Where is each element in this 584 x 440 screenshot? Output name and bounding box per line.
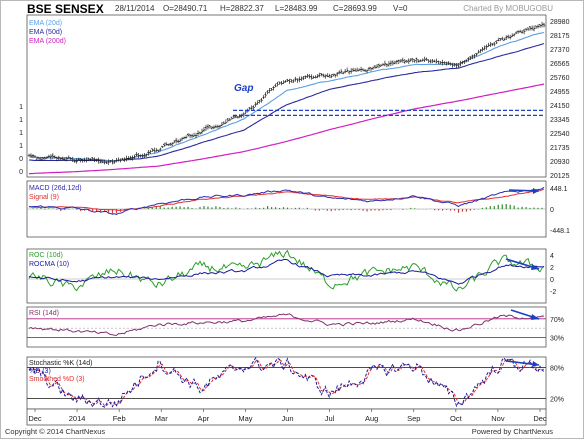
price-y-tick-label: 20930 (550, 159, 570, 166)
price-y-tick-label: 24150 (550, 103, 570, 110)
rocma-line (28, 258, 545, 285)
macd-line (28, 186, 545, 215)
stochastic-smoothed-legend: Smoothed %D (3) (29, 376, 85, 383)
gap-annotation: Gap (234, 83, 253, 94)
rsi-y-tick-label: 30% (550, 336, 564, 343)
x-axis-tick-label: Apr (197, 414, 209, 423)
chart-title: BSE SENSEX (27, 2, 104, 16)
macd-arrow-head (533, 188, 539, 194)
roc-y-tick-label: -2 (550, 289, 556, 296)
x-axis-tick-label: Jun (281, 414, 293, 423)
stochastic-arrow-head (532, 361, 539, 367)
volume-value: V=0 (393, 4, 408, 13)
stochastic-y-tick-label: 80% (550, 365, 564, 372)
x-axis-tick-label: Dec (28, 414, 42, 423)
price-left-axis-label: 0 (19, 156, 23, 163)
x-axis-tick-label: Sep (407, 414, 420, 423)
price-left-axis-label: 1 (19, 104, 23, 111)
rsi-line (28, 313, 545, 336)
rsi-arrow-head (531, 314, 539, 320)
price-y-tick-label: 21735 (550, 145, 570, 152)
price-left-axis-label: 0 (19, 169, 23, 176)
rocma-legend-item: ROCMA (10) (29, 261, 69, 268)
powered-by-text: Powered by ChartNexus (471, 427, 553, 436)
roc-y-tick-label: 2 (550, 265, 554, 272)
x-axis-tick-label: Oct (450, 414, 463, 423)
chart-date: 28/11/2014 (115, 4, 155, 13)
price-y-tick-label: 28980 (550, 19, 570, 26)
price-y-tick-label: 26565 (550, 61, 570, 68)
stochastic-k-legend: Stochastic %K (14d) (29, 360, 92, 367)
x-axis-tick-label: Mar (155, 414, 168, 423)
rsi-y-tick-label: 70% (550, 317, 564, 324)
price-legend-item: EMA (20d) (29, 20, 62, 27)
macd-y-tick-label: 0 (550, 207, 554, 214)
roc-panel (26, 248, 547, 304)
rsi-legend-item: RSI (14d) (29, 310, 59, 317)
x-axis-tick-label: Feb (113, 414, 126, 423)
price-y-tick-label: 24955 (550, 89, 570, 96)
price-left-axis-label: 1 (19, 117, 23, 124)
stochastic-y-tick-label: 20% (550, 397, 564, 404)
open-value: O=28490.71 (163, 4, 208, 13)
macd-y-tick-label: -448.1 (550, 228, 570, 235)
price-legend-item: EMA (200d) (29, 38, 66, 45)
price-y-tick-label: 28175 (550, 33, 570, 40)
roc-y-tick-label: 4 (550, 253, 554, 260)
price-left-axis-label: 1 (19, 143, 23, 150)
x-axis-tick-label: Dec (533, 414, 547, 423)
macd-y-tick-label: 448.1 (550, 186, 568, 193)
x-axis-tick-label: Jul (325, 414, 335, 423)
x-axis-tick-label: Aug (365, 414, 378, 423)
roc-line (28, 249, 545, 292)
chart-credit: Charted By MOBUGOBU (463, 4, 553, 13)
copyright-text: Copyright © 2014 ChartNexus (5, 427, 106, 436)
ema200-line (29, 83, 545, 175)
close-value: C=28693.99 (333, 4, 377, 13)
roc-legend-item: ROC (10d) (29, 252, 63, 259)
x-axis-tick-label: Nov (491, 414, 505, 423)
price-y-tick-label: 27370 (550, 47, 570, 54)
macd-legend-item: MACD (26d,12d) (29, 185, 82, 192)
x-axis-strip (26, 408, 547, 426)
price-legend-item: EMA (50d) (29, 29, 62, 36)
rsi-panel (26, 306, 547, 348)
x-axis-tick-label: May (238, 414, 252, 423)
high-value: H=28822.37 (220, 4, 264, 13)
signal-line (28, 188, 545, 211)
roc-y-tick-label: 0 (550, 277, 554, 284)
signal-legend-item: Signal (9) (29, 194, 59, 201)
stochastic-d-legend: %D (3) (29, 368, 51, 375)
low-value: L=28483.99 (275, 4, 318, 13)
price-y-tick-label: 25760 (550, 75, 570, 82)
roc-arrow-head (531, 264, 539, 270)
price-y-tick-label: 20125 (550, 173, 570, 180)
price-y-tick-label: 23345 (550, 117, 570, 124)
stochastic-k-line (28, 356, 545, 409)
price-left-axis-label: 1 (19, 130, 23, 137)
price-y-tick-label: 22540 (550, 131, 570, 138)
x-axis-tick-label: 2014 (69, 414, 86, 423)
price-panel (26, 14, 547, 178)
